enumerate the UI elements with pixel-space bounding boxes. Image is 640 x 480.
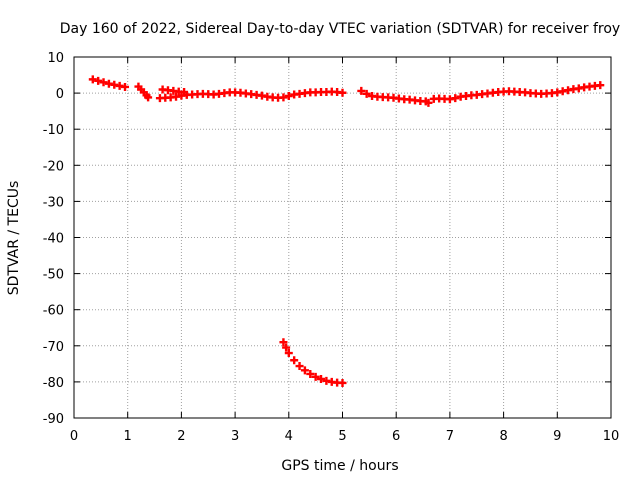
data-point — [290, 356, 299, 365]
x-tick-label: 2 — [177, 429, 185, 444]
x-axis-label: GPS time / hours — [281, 458, 398, 474]
x-tick-label: 7 — [446, 429, 454, 444]
data-point — [144, 93, 153, 102]
data-point — [306, 369, 315, 378]
data-point — [357, 86, 366, 95]
x-tick-label: 9 — [553, 429, 561, 444]
data-point — [317, 375, 326, 384]
data-point — [279, 93, 288, 102]
y-tick-label: 10 — [47, 51, 64, 66]
series-segment-2 — [134, 82, 153, 102]
y-tick-label: 0 — [56, 87, 64, 102]
x-tick-label: 3 — [231, 429, 239, 444]
series-segment-1 — [88, 75, 130, 91]
chart-title: Day 160 of 2022, Sidereal Day-to-day VTE… — [60, 21, 620, 37]
y-tick-label: -40 — [43, 232, 64, 247]
data-point — [451, 94, 460, 103]
y-tick-label: -80 — [43, 376, 64, 391]
data-point — [94, 76, 103, 85]
data-point — [424, 98, 433, 107]
axis-ticks — [73, 56, 612, 419]
y-tick-label: -10 — [43, 123, 64, 138]
y-tick-label: -20 — [43, 159, 64, 174]
y-tick-label: -30 — [43, 195, 64, 210]
data-point — [282, 343, 291, 352]
data-point — [284, 91, 293, 100]
data-markers — [88, 75, 605, 387]
data-point — [180, 88, 189, 97]
y-tick-label: -90 — [43, 412, 64, 427]
series-segment-5 — [279, 338, 347, 387]
series-segment-6 — [357, 81, 605, 107]
data-point — [311, 372, 320, 381]
axis-tick-labels: 0 1 2 3 4 5 6 7 8 9 10 10 0 -10 -20 -30 -40 -50 -60 -70 -80 -… — [43, 51, 620, 444]
x-tick-label: 5 — [338, 429, 346, 444]
data-point — [295, 362, 304, 371]
y-tick-label: -50 — [43, 268, 64, 283]
y-axis-label: SDTVAR / TECUs — [6, 181, 22, 296]
grid-lines — [74, 57, 611, 418]
data-point — [338, 378, 347, 387]
x-tick-label: 8 — [499, 429, 507, 444]
data-point — [362, 89, 371, 98]
data-point — [284, 349, 293, 358]
x-tick-label: 10 — [603, 429, 620, 444]
data-point — [121, 82, 130, 91]
data-point — [596, 81, 605, 90]
data-point — [88, 75, 97, 84]
series-segment-4 — [158, 85, 189, 97]
data-point — [338, 88, 347, 97]
x-tick-label: 0 — [70, 429, 78, 444]
y-tick-label: -70 — [43, 340, 64, 355]
data-point — [300, 366, 309, 375]
data-point — [99, 78, 108, 87]
data-point — [279, 338, 288, 347]
x-tick-label: 1 — [124, 429, 132, 444]
x-tick-label: 4 — [285, 429, 293, 444]
x-tick-label: 6 — [392, 429, 400, 444]
y-tick-label: -60 — [43, 304, 64, 319]
